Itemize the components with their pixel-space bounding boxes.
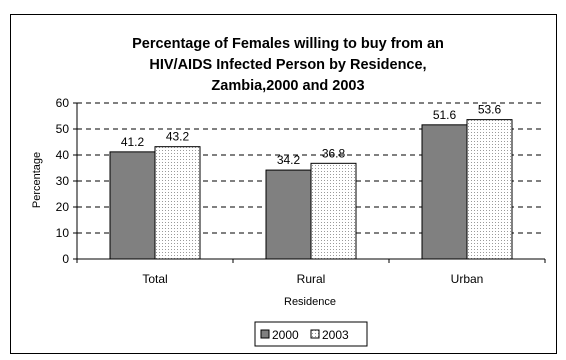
bar-rural-2000 [265,169,312,260]
y-tick-label: 50 [56,122,70,136]
bar-total-2000 [109,151,156,260]
legend-swatch-2000 [260,329,270,339]
bar-rural-2003 [310,162,357,260]
data-label-total-2000: 41.2 [121,135,145,149]
data-labels: 41.2 43.2 34.2 36.8 51.6 53.6 [121,103,502,167]
y-tick-label: 60 [56,96,70,110]
data-label-rural-2000: 34.2 [277,153,301,167]
data-label-urban-2000: 51.6 [433,108,457,122]
y-tick-label: 30 [56,174,70,188]
data-label-urban-2003: 53.6 [478,103,502,117]
bar-total-2003 [154,146,201,260]
chart-title-line-1: Percentage of Females willing to buy fro… [132,36,444,52]
bar-urban-2000 [421,124,468,260]
data-label-rural-2003: 36.8 [322,146,346,160]
legend: 2000 2003 [254,321,368,347]
x-tick-labels: Total Rural Urban [142,272,483,286]
chart-title-line-2: HIV/AIDS Infected Person by Residence, [149,57,426,73]
bar-urban-2003 [466,119,513,260]
data-label-total-2003: 43.2 [166,130,190,144]
y-tick-labels: 0 10 20 30 40 50 60 [56,96,70,266]
y-tick-label: 10 [56,226,70,240]
y-tick-label: 40 [56,148,70,162]
axes-group [73,102,546,263]
chart-title-line-3: Zambia,2000 and 2003 [211,78,364,94]
x-tick-label-rural: Rural [297,272,326,286]
x-tick-label-total: Total [142,272,167,286]
legend-swatch-2003 [310,329,320,339]
bars-group [109,119,513,260]
legend-label-2003: 2003 [322,328,349,342]
x-axis-title: Residence [284,296,336,308]
legend-label-2000: 2000 [272,328,299,342]
x-tick-label-urban: Urban [451,272,484,286]
y-tick-label: 20 [56,200,70,214]
y-tick-label: 0 [62,252,69,266]
y-axis-title: Percentage [31,152,43,208]
